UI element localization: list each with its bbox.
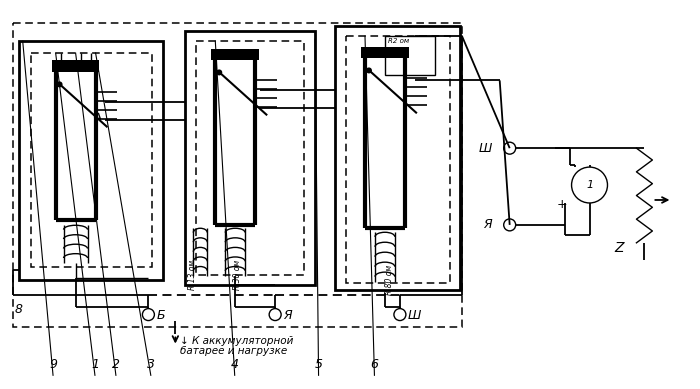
Bar [346,35,450,283]
Text: Ш: Ш [408,309,421,322]
Text: n1: n1 [388,49,397,56]
Bar [385,35,435,75]
Text: R 80 ом: R 80 ом [386,265,394,295]
Text: Ш: Ш [478,142,491,155]
Circle shape [504,142,516,154]
Circle shape [366,67,372,74]
Bar [52,60,99,72]
Text: 2: 2 [112,358,120,371]
Text: 6: 6 [370,358,379,371]
Text: +: + [556,198,567,212]
Text: ↓ К аккумуляторной: ↓ К аккумуляторной [181,336,294,347]
Text: Б: Б [156,309,165,322]
Text: 4: 4 [231,358,239,371]
Circle shape [216,70,223,75]
Circle shape [394,308,406,321]
Text: Z: Z [615,241,624,255]
Bar [13,23,462,326]
Text: 1: 1 [586,180,593,190]
Text: Я: Я [283,309,292,322]
Text: 1: 1 [91,358,99,371]
Circle shape [270,308,281,321]
Bar [196,40,304,275]
Bar [186,31,315,285]
Text: Я: Я [483,218,491,231]
Text: батарее и нагрузке: батарее и нагрузке [181,347,288,356]
Bar [211,49,259,60]
Text: R2 ом: R2 ом [388,38,409,44]
Circle shape [142,308,155,321]
Text: 3: 3 [147,358,155,371]
Text: R 30 ом: R 30 ом [232,260,241,290]
Bar [335,26,460,290]
Text: 9: 9 [49,358,57,371]
Bar [19,40,163,280]
Bar [361,47,409,58]
Text: 8: 8 [15,303,22,316]
Circle shape [57,81,62,88]
Text: 5: 5 [314,358,323,371]
Bar [31,53,153,267]
Circle shape [504,219,516,231]
Text: R 13 ом: R 13 ом [188,260,197,290]
